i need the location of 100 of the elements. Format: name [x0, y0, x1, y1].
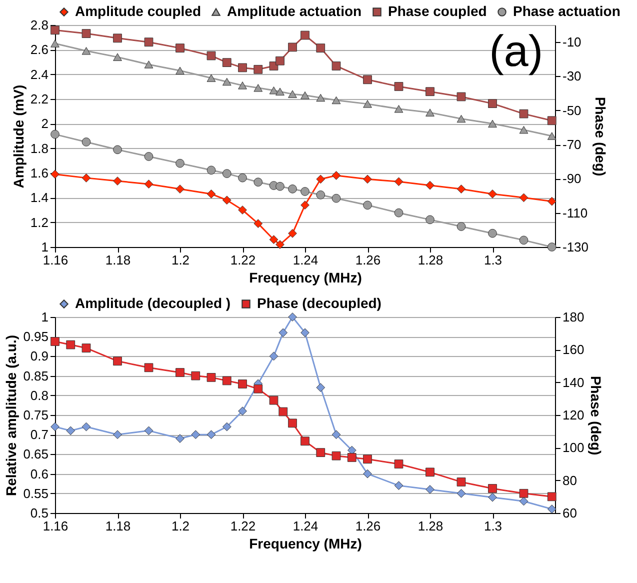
y2-tick-label: -130: [562, 240, 589, 254]
point: [254, 178, 263, 187]
point: [82, 47, 91, 55]
point: [426, 87, 434, 96]
point: [113, 53, 122, 61]
point: [206, 166, 216, 175]
y2-tick-label: 80: [562, 472, 577, 488]
point: [394, 208, 404, 218]
point: [426, 215, 434, 224]
point: [254, 219, 263, 228]
y2-tick-label: -90: [562, 171, 582, 186]
point: [394, 177, 404, 186]
point: [488, 228, 497, 238]
y-tick-label: 2.8: [30, 18, 48, 32]
point: [176, 434, 184, 443]
point: [332, 62, 341, 70]
point: [254, 84, 263, 92]
y-tick-label: 0.5: [30, 506, 48, 520]
x-tick-label: 1.3: [484, 252, 502, 268]
legend-label: Phase (decoupled): [257, 295, 382, 311]
y-tick-label: 0.7: [30, 427, 48, 442]
point: [238, 82, 247, 90]
point: [238, 173, 247, 182]
y2-tick-label: 160: [562, 342, 584, 358]
point: [519, 488, 528, 498]
y-tick-label: 1.2: [30, 214, 48, 230]
point: [547, 492, 556, 502]
point: [363, 75, 372, 84]
point: [519, 496, 528, 506]
point: [269, 352, 278, 361]
point: [394, 82, 404, 91]
point: [347, 453, 356, 462]
point: [176, 184, 184, 194]
point: [222, 196, 232, 205]
point: [176, 368, 184, 377]
x-tick-label: 1.24: [292, 518, 318, 534]
point: [288, 184, 297, 194]
point: [50, 337, 60, 346]
x-tick-label: 1.18: [105, 518, 131, 534]
point: [547, 504, 556, 514]
point: [288, 418, 297, 428]
y-tick-label: 0.85: [23, 368, 48, 384]
point: [144, 152, 154, 161]
point: [426, 485, 434, 494]
point: [332, 96, 341, 104]
point: [519, 126, 528, 134]
point: [426, 180, 434, 190]
x-tick-label: 1.28: [418, 252, 444, 268]
legend-label: Phase actuation: [513, 3, 620, 19]
point: [113, 145, 122, 154]
point: [316, 190, 326, 200]
y-tick-label: 1.8: [30, 140, 48, 156]
y-tick-label: 1: [41, 310, 48, 324]
x-tick-label: 1.16: [42, 518, 68, 534]
legend-label: Amplitude actuation: [227, 3, 362, 19]
point: [278, 328, 288, 338]
point: [547, 196, 556, 206]
x-tick-label: 1.28: [418, 518, 444, 534]
point: [206, 51, 216, 60]
y-tick-label: 0.95: [23, 329, 48, 344]
y-tick-label: 1.6: [30, 166, 48, 180]
x-tick-label: 1.24: [292, 252, 318, 268]
point: [519, 236, 528, 245]
point: [519, 109, 528, 118]
x-tick-label: 1.2: [171, 518, 190, 534]
y2-tick-label: 120: [562, 408, 584, 422]
x-axis-title: Frequency (MHz): [249, 270, 362, 286]
point: [316, 44, 326, 52]
y2-tick-label: -30: [562, 68, 582, 84]
point: [456, 114, 466, 123]
annotation: (a): [489, 27, 543, 76]
point: [394, 481, 404, 490]
legend-label: Amplitude (decoupled ): [75, 295, 231, 311]
point: [82, 29, 91, 38]
point: [547, 242, 556, 252]
point: [276, 88, 284, 96]
y-tick-label: 0.65: [23, 446, 48, 462]
point: [113, 34, 122, 43]
x-tick-label: 1.22: [230, 518, 256, 534]
point: [363, 174, 372, 184]
point: [50, 422, 60, 432]
point: [206, 373, 216, 382]
point: [113, 430, 122, 440]
point: [488, 190, 497, 198]
y-tick-label: 0.8: [30, 388, 48, 403]
point: [222, 422, 232, 432]
x-tick-label: 1.2: [171, 252, 190, 268]
point: [82, 174, 91, 182]
point: [300, 436, 310, 446]
y2-tick-label: 60: [562, 506, 577, 520]
point: [456, 92, 466, 102]
point: [426, 108, 434, 116]
point: [332, 194, 341, 203]
point: [316, 383, 326, 392]
point: [456, 184, 466, 194]
point: [300, 200, 310, 210]
y-tick-label: 2.2: [30, 92, 48, 106]
y-tick-label: 1.4: [30, 190, 48, 206]
x-axis-title: Frequency (MHz): [249, 536, 362, 552]
point: [144, 426, 154, 436]
